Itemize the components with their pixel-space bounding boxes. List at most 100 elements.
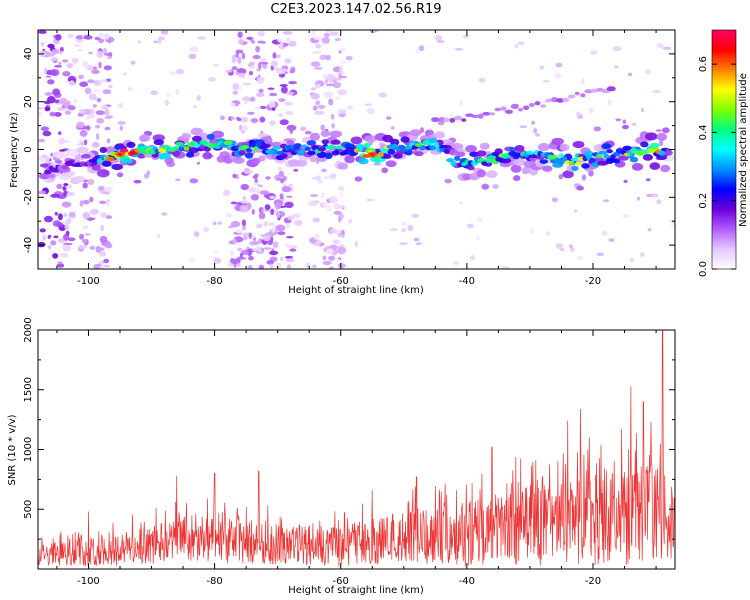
spectrogram-noise-blob (332, 239, 340, 245)
spectrogram-noise-blob (38, 30, 47, 34)
spectrogram-noise-blob (103, 52, 111, 56)
snr-background (38, 330, 675, 569)
spectrogram-noise-blob (95, 247, 105, 252)
spectrogram-noise-blob (237, 31, 243, 38)
spectrogram-noise-blob (196, 162, 201, 165)
spectrogram-noise-blob (247, 111, 255, 115)
spectrogram-noise-blob (333, 203, 341, 210)
spectrogram-noise-blob (47, 245, 52, 249)
spectrogram-noise-blob (386, 116, 392, 120)
ridge-blob (307, 150, 316, 156)
ridge-blob (476, 150, 487, 157)
spectrogram-noise-blob (275, 224, 286, 232)
snr-xtick-label: -80 (206, 576, 222, 587)
spectrogram-noise-blob (470, 255, 475, 261)
colorbar: 0.0 0.2 0.4 0.6 Normalized spectral amplitu… (698, 29, 749, 277)
spectrogram-noise-blob (310, 194, 319, 197)
spectrogram-noise-blob (214, 63, 218, 67)
spectrogram-noise-blob (220, 115, 225, 121)
spectrogram-noise-blob (243, 98, 248, 105)
spectrogram-noise-blob (44, 67, 48, 74)
spectrogram-noise-blob (44, 106, 51, 112)
ridge-blob (509, 146, 517, 153)
ridge-blob (387, 148, 396, 155)
spectrogram-noise-blob (58, 131, 62, 136)
spectrogram-noise-blob (284, 201, 294, 208)
spectrogram-noise-blob (104, 108, 110, 116)
spectrogram-noise-blob (222, 189, 231, 196)
spectrogram-noise-blob (277, 166, 283, 172)
spectrogram-noise-blob (258, 212, 266, 220)
spectrogram-noise-blob (314, 67, 323, 70)
snr-ytick-label: 1500 (23, 377, 34, 402)
ridge-blob (183, 146, 190, 151)
ridge-blob (238, 149, 246, 156)
colorbar-label: Normalized spectral amplitude (738, 73, 749, 227)
spectrogram-noise-blob (330, 113, 335, 120)
spectrogram-noise-blob (59, 46, 64, 53)
spectrogram-noise-blob (61, 201, 71, 208)
spectrogram-noise-blob (63, 183, 69, 186)
spectrogram-noise-blob (84, 87, 92, 95)
ridge-blob (206, 133, 215, 140)
spectrogram-noise-blob (341, 229, 345, 235)
spectrogram-noise-blob (232, 173, 237, 179)
spectrogram-noise-blob (519, 125, 528, 129)
spectrogram-noise-blob (95, 110, 105, 116)
spectrogram-noise-blob (331, 123, 335, 129)
spectrogram-noise-blob (590, 50, 598, 55)
ridge-blob (603, 153, 610, 159)
spectrogram-noise-blob (279, 256, 284, 262)
spectrogram-noise-blob (82, 182, 88, 189)
spectrogram-noise-blob (256, 80, 264, 84)
spectrogram-noise-blob (232, 90, 239, 95)
spectrogram-noise-blob (228, 225, 234, 229)
spectrogram-noise-blob (339, 47, 343, 51)
spectrogram-noise-blob (330, 31, 339, 36)
spectrogram-noise-blob (276, 68, 286, 75)
spectrogram-noise-blob (240, 183, 249, 191)
spectrogram-noise-blob (108, 84, 113, 89)
ridge-blob (450, 160, 457, 167)
harmonic-blob (567, 94, 576, 99)
spectrogram-noise-blob (622, 124, 629, 130)
spectrogram-noise-blob (277, 38, 285, 43)
spectrogram-noise-blob (137, 40, 142, 44)
ridge-blob (642, 154, 654, 161)
spectrogram-noise-blob (268, 100, 276, 108)
spectrogram-noise-blob (50, 240, 57, 246)
spectrogram-noise-blob (354, 176, 363, 182)
spectrogram-noise-blob (57, 213, 63, 221)
ridge-blob (568, 160, 575, 166)
spectrogram-noise-blob (259, 61, 269, 65)
spectrogram-noise-blob (573, 209, 578, 213)
spectrogram-noise-blob (248, 70, 254, 76)
spectrogram-noise-blob (284, 101, 293, 106)
spectrogram-noise-blob (103, 186, 113, 193)
ridge-blob (486, 170, 498, 179)
spectrogram-noise-blob (259, 105, 267, 110)
spectrogram-noise-blob (268, 222, 275, 227)
spectrogram-noise-blob (82, 225, 89, 230)
spectrogram-noise-blob (462, 35, 470, 39)
spectrogram-noise-blob (577, 255, 584, 260)
spectrogram-noise-blob (612, 46, 622, 52)
spectrogram-noise-blob (655, 129, 662, 132)
ridge-blob (69, 159, 75, 164)
harmonic-blob (505, 109, 513, 115)
harmonic-blob (606, 86, 616, 92)
spectrogram-noise-blob (256, 76, 265, 82)
ridge-blob (656, 132, 667, 141)
ridge-blob (530, 154, 537, 159)
spectrogram-noise-blob (92, 104, 97, 108)
spectrogram-noise-blob (241, 249, 249, 255)
ridge-blob (454, 155, 461, 161)
spectrogram-noise-blob (337, 246, 347, 255)
spectrogram-noise-blob (83, 35, 93, 40)
ridge-blob (660, 164, 671, 173)
spectrogram-noise-blob (281, 86, 288, 94)
ridge-blob (358, 157, 369, 165)
spectrogram-noise-blob (348, 218, 353, 224)
spectrogram-noise-blob (189, 46, 199, 53)
spectrogram-noise-blob (49, 111, 56, 117)
